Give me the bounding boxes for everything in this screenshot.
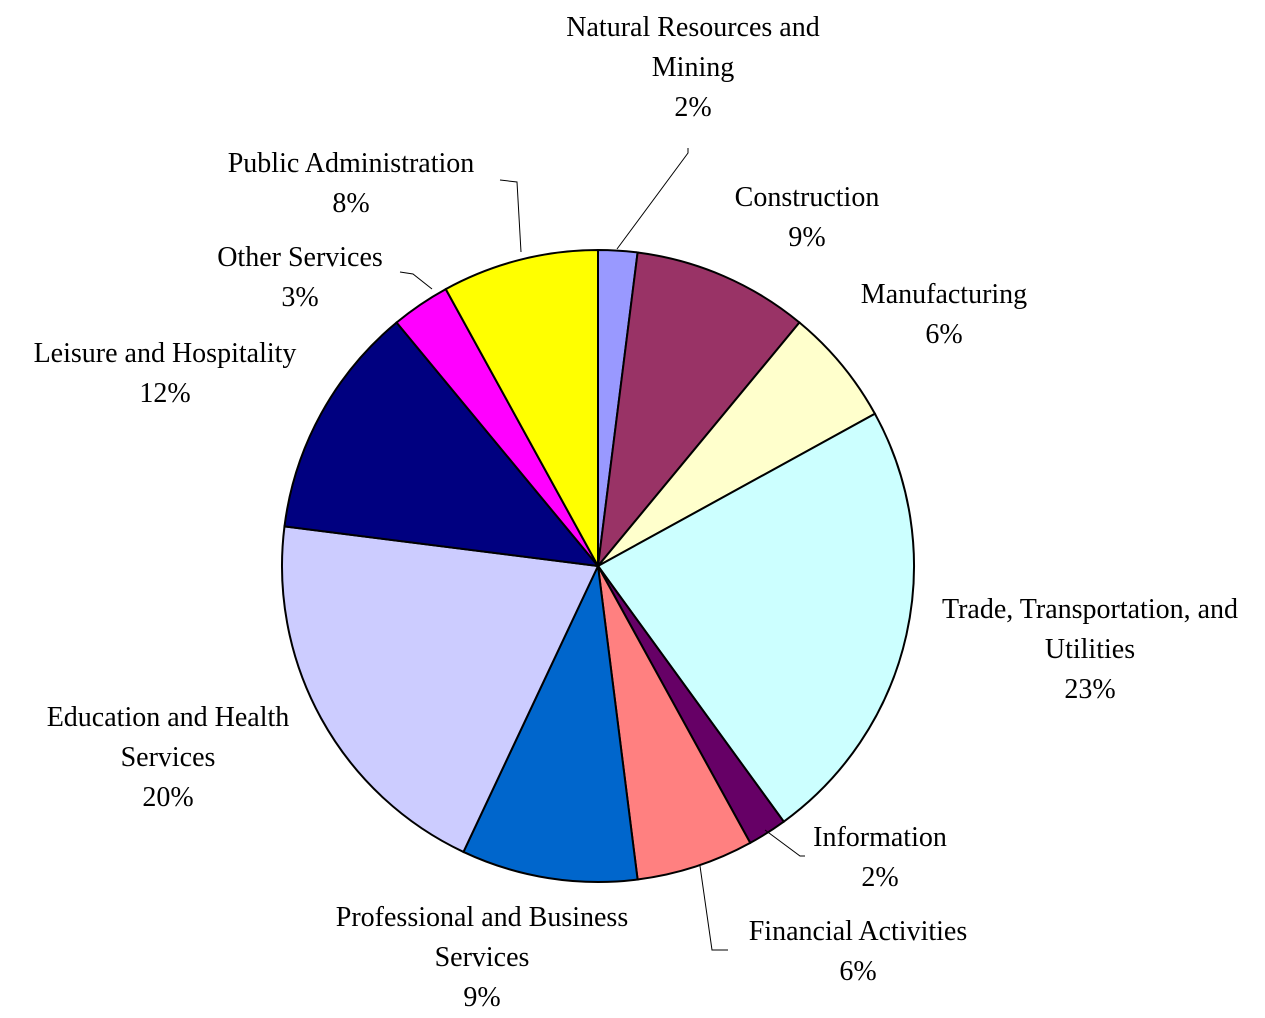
- leader-line: [764, 829, 805, 857]
- slice-label: Information 2%: [770, 818, 990, 898]
- pie-slice: [281, 525, 600, 854]
- leader-line: [616, 148, 689, 250]
- value-label: 9%: [788, 222, 826, 253]
- slice-label: Construction 9%: [677, 178, 937, 258]
- leader-line: [499, 179, 522, 253]
- pie-slice: [444, 248, 599, 567]
- slice-label: Natural Resources and Mining 2%: [543, 8, 843, 128]
- leader-lines: [399, 148, 805, 951]
- value-label: 6%: [839, 956, 877, 987]
- value-label: 2%: [861, 862, 899, 893]
- slice-label: Public Administration 8%: [191, 144, 511, 224]
- slices: [281, 248, 915, 883]
- value-label: 20%: [142, 782, 194, 813]
- pie-slice: [596, 412, 915, 824]
- category-label: Financial Activities: [748, 916, 968, 947]
- category-label: Education and Health Services: [46, 702, 290, 773]
- pie-slice: [596, 251, 801, 570]
- slice-label: Education and Health Services 20%: [23, 698, 313, 818]
- category-label: Construction: [734, 182, 880, 213]
- pie-slice: [597, 321, 877, 567]
- slice-label: Leisure and Hospitality 12%: [5, 334, 325, 414]
- category-label: Public Administration: [227, 148, 475, 179]
- value-label: 8%: [332, 188, 370, 219]
- leader-line: [699, 865, 728, 951]
- slice-label: Professional and Business Services 9%: [310, 898, 655, 1018]
- category-label: Trade, Transportation, and Utilities: [941, 594, 1239, 665]
- slice-label: Trade, Transportation, and Utilities 23%: [915, 590, 1265, 710]
- category-label: Leisure and Hospitality: [33, 338, 297, 369]
- category-label: Professional and Business Services: [335, 902, 629, 973]
- value-label: 23%: [1064, 674, 1116, 705]
- category-label: Natural Resources and Mining: [566, 12, 820, 83]
- slice-label: Manufacturing 6%: [814, 275, 1074, 355]
- value-label: 12%: [139, 378, 191, 409]
- pie-slice: [462, 562, 639, 883]
- leader-line: [399, 271, 433, 290]
- category-label: Information: [813, 822, 947, 853]
- slice-label: Financial Activities 6%: [718, 912, 998, 992]
- value-label: 6%: [925, 319, 963, 350]
- value-label: 3%: [281, 282, 319, 313]
- category-label: Other Services: [217, 242, 383, 273]
- slice-label: Other Services 3%: [190, 238, 410, 318]
- pie-slice: [597, 565, 752, 881]
- pie-slice: [283, 321, 601, 568]
- category-label: Manufacturing: [860, 279, 1028, 310]
- value-label: 2%: [674, 92, 712, 123]
- value-label: 9%: [463, 982, 501, 1013]
